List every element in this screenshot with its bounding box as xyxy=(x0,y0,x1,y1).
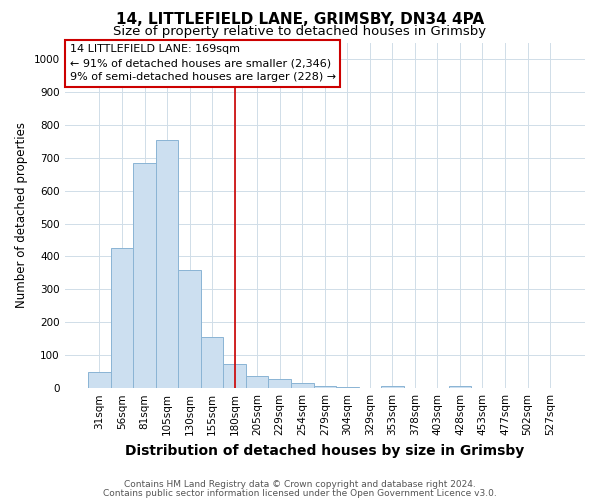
Bar xyxy=(201,337,223,388)
Bar xyxy=(381,386,404,388)
Bar xyxy=(449,386,471,388)
Text: Contains HM Land Registry data © Crown copyright and database right 2024.: Contains HM Land Registry data © Crown c… xyxy=(124,480,476,489)
Bar xyxy=(268,380,291,388)
Text: Size of property relative to detached houses in Grimsby: Size of property relative to detached ho… xyxy=(113,25,487,38)
Bar xyxy=(246,376,268,388)
Bar xyxy=(314,386,336,388)
Y-axis label: Number of detached properties: Number of detached properties xyxy=(15,122,28,308)
Bar xyxy=(291,383,314,388)
Bar xyxy=(156,140,178,388)
Bar xyxy=(336,386,359,388)
Bar xyxy=(178,270,201,388)
Bar xyxy=(133,162,156,388)
X-axis label: Distribution of detached houses by size in Grimsby: Distribution of detached houses by size … xyxy=(125,444,524,458)
Bar xyxy=(111,248,133,388)
Text: Contains public sector information licensed under the Open Government Licence v3: Contains public sector information licen… xyxy=(103,488,497,498)
Text: 14 LITTLEFIELD LANE: 169sqm
← 91% of detached houses are smaller (2,346)
9% of s: 14 LITTLEFIELD LANE: 169sqm ← 91% of det… xyxy=(70,44,336,82)
Text: 14, LITTLEFIELD LANE, GRIMSBY, DN34 4PA: 14, LITTLEFIELD LANE, GRIMSBY, DN34 4PA xyxy=(116,12,484,28)
Bar xyxy=(223,364,246,388)
Bar xyxy=(88,372,111,388)
